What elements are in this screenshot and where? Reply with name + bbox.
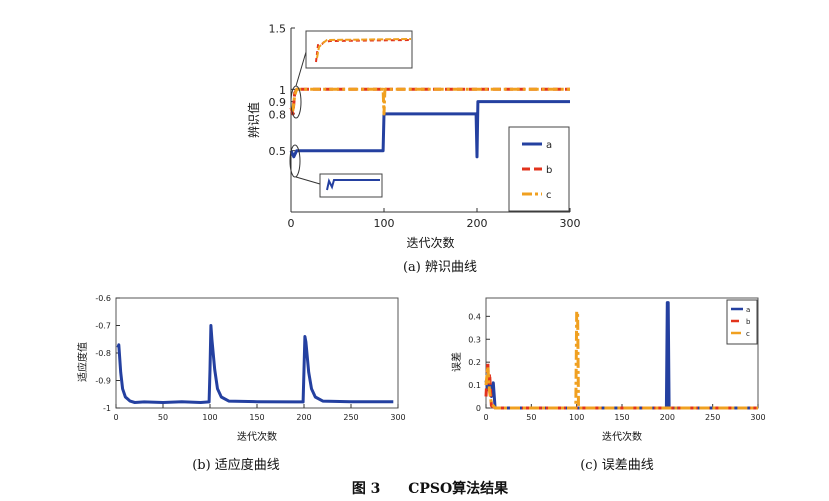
- plot-frame: [115, 297, 399, 409]
- caption-a: (a) 辨识曲线: [402, 260, 478, 275]
- y-tick-label: -0.8: [95, 349, 111, 358]
- x-tick-label: 200: [660, 413, 675, 422]
- chart-c: 0 50 100 150 200 250 300 0 0.1 0.2 0.3 0.4 迭代次数 误差 abc: [450, 297, 766, 443]
- x-tick-label: 0: [483, 413, 488, 422]
- figure-caption: 图 3 CPSO算法结果: [330, 478, 530, 498]
- legend-label-b: b: [546, 165, 552, 176]
- x-tick-label: 250: [343, 413, 358, 422]
- x-tick-label: 250: [705, 413, 720, 422]
- series-line-c: [289, 87, 570, 116]
- x-tick-label: 50: [526, 413, 536, 422]
- x-tick-label: 50: [158, 413, 168, 422]
- x-tick-label: 300: [560, 217, 581, 230]
- y-tick-label: -0.7: [95, 322, 111, 331]
- x-tick-label: 300: [390, 413, 405, 422]
- y-tick-label: 1: [279, 84, 286, 97]
- y-tick-label: 0.2: [468, 358, 481, 367]
- series-line-c: [484, 310, 758, 410]
- x-tick-label: 0: [288, 217, 295, 230]
- x-tick-label: 100: [374, 217, 395, 230]
- y-axis-label: 适应度值: [76, 342, 89, 382]
- y-tick-label: 0.5: [269, 145, 287, 158]
- legend-label-c: c: [546, 190, 552, 201]
- y-axis-label: 辨识值: [246, 102, 261, 138]
- x-tick-label: 100: [202, 413, 217, 422]
- y-tick-label: 1.5: [269, 23, 287, 36]
- legend-label-b: b: [746, 318, 751, 326]
- caption-b: (b) 适应度曲线: [192, 458, 280, 473]
- y-tick-label: 0: [476, 404, 481, 413]
- x-tick-label: 100: [569, 413, 584, 422]
- y-tick-label: 0.1: [468, 381, 481, 390]
- y-tick-label: 0.4: [468, 312, 481, 321]
- series-line-a: [116, 324, 394, 404]
- x-tick-label: 200: [467, 217, 488, 230]
- x-tick-label: 0: [113, 413, 118, 422]
- y-tick-label: 0.8: [269, 108, 287, 121]
- zoom-ellipse-bottom: [289, 144, 301, 178]
- x-tick-label: 200: [296, 413, 311, 422]
- figure-title: CPSO算法结果: [408, 481, 509, 497]
- x-axis-label: 迭代次数: [602, 430, 642, 443]
- caption-c: (c) 误差曲线: [580, 458, 654, 473]
- y-tick-label: -0.9: [95, 377, 111, 386]
- zoom-connector-top: [295, 51, 307, 87]
- zoom-box-top: [305, 30, 413, 69]
- series-line-a: [484, 301, 758, 410]
- chart-a: 0 100 200 300 0.5 0.80.91 1.5 迭代次数 辨识值 a b c: [246, 23, 581, 251]
- y-tick-label: 0.3: [468, 335, 481, 344]
- y-axis-label: 误差: [450, 352, 463, 372]
- legend-label-a: a: [746, 306, 750, 314]
- zoom-connector-bottom: [295, 176, 321, 185]
- y-tick-label: 0.9: [269, 96, 287, 109]
- zoom-box-bottom: [319, 173, 383, 198]
- x-axis-label: 迭代次数: [406, 235, 454, 250]
- legend-label-a: a: [546, 140, 552, 151]
- y-tick-label: -1: [103, 404, 111, 413]
- x-tick-label: 150: [249, 413, 264, 422]
- x-tick-label: 300: [750, 413, 765, 422]
- zoom-series-c: [316, 38, 412, 59]
- plot-frame: [485, 297, 759, 409]
- y-tick-label: -0.6: [95, 294, 111, 303]
- zoom-series-a: [326, 178, 380, 191]
- x-tick-label: 150: [614, 413, 629, 422]
- chart-b: 0 50 100 150 200 250 300 -1 -0.9 -0.8 -0.7 -0.6 迭代次数…: [76, 294, 406, 443]
- figure-label: 图 3: [351, 481, 381, 497]
- legend-label-c: c: [746, 330, 750, 338]
- series-line-b: [484, 360, 758, 410]
- x-axis-label: 迭代次数: [237, 430, 277, 443]
